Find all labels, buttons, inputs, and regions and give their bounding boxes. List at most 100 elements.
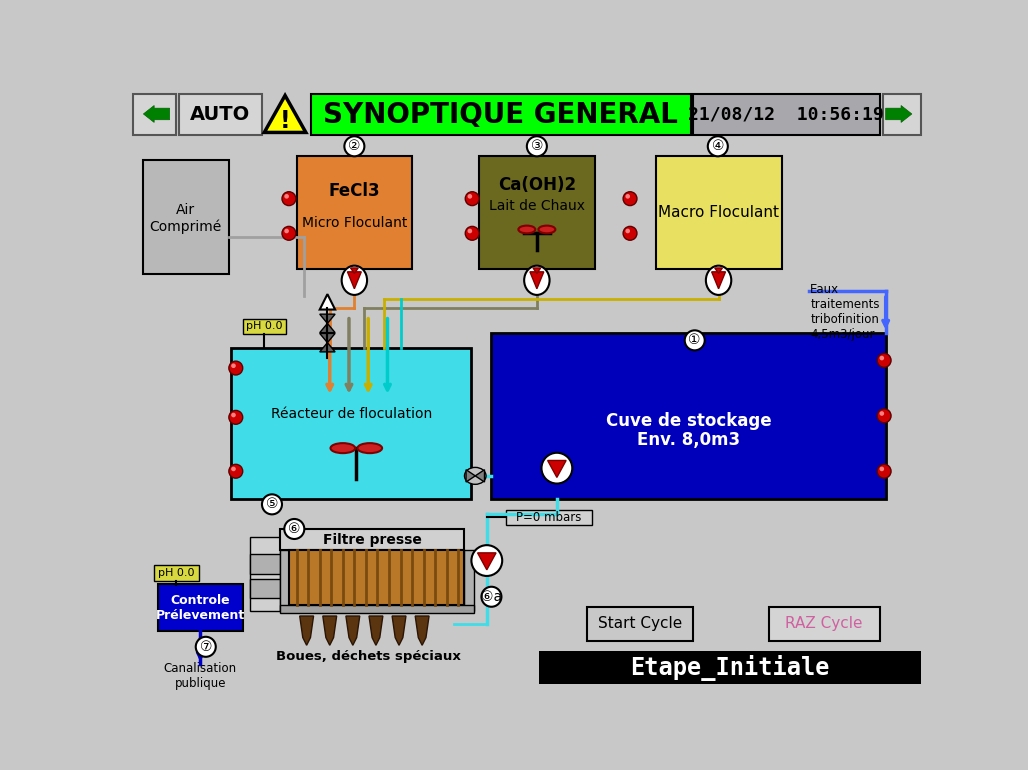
Circle shape: [282, 226, 296, 240]
Circle shape: [481, 587, 502, 607]
Bar: [587, 607, 693, 641]
Text: ②: ②: [348, 139, 361, 153]
Polygon shape: [320, 343, 335, 352]
Polygon shape: [392, 616, 406, 645]
Bar: [506, 510, 592, 525]
Bar: [656, 156, 781, 270]
Bar: [251, 579, 280, 598]
Circle shape: [229, 410, 243, 424]
Polygon shape: [345, 616, 360, 645]
Text: Canalisation
publique: Canalisation publique: [163, 662, 236, 690]
Circle shape: [282, 192, 296, 206]
Bar: [133, 94, 177, 135]
Circle shape: [285, 229, 289, 233]
Polygon shape: [347, 272, 361, 289]
Polygon shape: [320, 323, 335, 333]
Text: SYNOPTIQUE GENERAL: SYNOPTIQUE GENERAL: [323, 101, 678, 129]
Text: P=0 mbars: P=0 mbars: [516, 511, 582, 524]
FancyArrow shape: [143, 105, 170, 122]
Circle shape: [285, 519, 304, 539]
Text: RAZ Cycle: RAZ Cycle: [785, 616, 862, 631]
Bar: [769, 607, 880, 641]
Text: Ca(OH)2: Ca(OH)2: [498, 176, 576, 194]
Polygon shape: [711, 272, 726, 289]
Bar: [883, 94, 921, 135]
Bar: [280, 550, 289, 611]
Polygon shape: [415, 616, 429, 645]
Text: pH 0.0: pH 0.0: [158, 568, 194, 578]
Polygon shape: [466, 470, 475, 482]
Polygon shape: [351, 268, 358, 273]
Bar: [251, 537, 280, 611]
Ellipse shape: [524, 266, 550, 295]
Bar: [231, 348, 472, 499]
Ellipse shape: [358, 443, 382, 453]
Circle shape: [229, 361, 243, 375]
Circle shape: [880, 356, 884, 360]
Polygon shape: [548, 460, 566, 477]
Circle shape: [195, 637, 216, 657]
Bar: [280, 529, 465, 550]
Text: AUTO: AUTO: [190, 105, 251, 124]
Text: Air
Comprimé: Air Comprimé: [150, 203, 222, 234]
Circle shape: [468, 229, 472, 233]
Polygon shape: [714, 268, 723, 273]
Text: pH 0.0: pH 0.0: [246, 322, 283, 331]
Circle shape: [468, 194, 472, 199]
Text: Macro Floculant: Macro Floculant: [658, 205, 779, 220]
Circle shape: [708, 136, 728, 156]
Polygon shape: [475, 470, 484, 482]
Circle shape: [880, 411, 884, 416]
Ellipse shape: [706, 266, 731, 295]
Circle shape: [527, 136, 547, 156]
Bar: [280, 605, 474, 613]
Text: ⑤: ⑤: [265, 497, 279, 511]
Circle shape: [625, 229, 630, 233]
Polygon shape: [529, 272, 544, 289]
Text: 21/08/12  10:56:19: 21/08/12 10:56:19: [689, 105, 884, 124]
Ellipse shape: [518, 226, 536, 233]
Bar: [243, 319, 286, 334]
Bar: [479, 156, 594, 270]
Circle shape: [344, 136, 364, 156]
Ellipse shape: [341, 266, 367, 295]
Ellipse shape: [330, 443, 355, 453]
Ellipse shape: [539, 226, 555, 233]
Text: Lait de Chaux: Lait de Chaux: [489, 199, 585, 213]
Text: !: !: [280, 109, 290, 133]
Circle shape: [877, 353, 891, 367]
Text: FeCl3: FeCl3: [329, 182, 380, 200]
Polygon shape: [369, 616, 382, 645]
Ellipse shape: [465, 467, 486, 484]
Circle shape: [880, 467, 884, 471]
Circle shape: [231, 363, 235, 368]
Polygon shape: [533, 268, 541, 273]
Circle shape: [231, 467, 235, 471]
Text: Réacteur de floculation: Réacteur de floculation: [270, 407, 432, 421]
Circle shape: [542, 453, 573, 484]
Text: Micro Floculant: Micro Floculant: [301, 216, 407, 230]
Bar: [465, 550, 474, 611]
FancyArrow shape: [886, 105, 912, 122]
Polygon shape: [320, 333, 335, 343]
Text: Start Cycle: Start Cycle: [598, 616, 683, 631]
Bar: [154, 565, 198, 581]
Bar: [693, 94, 880, 135]
Circle shape: [466, 192, 479, 206]
Text: ⑦: ⑦: [199, 640, 212, 654]
Circle shape: [466, 226, 479, 240]
Circle shape: [685, 330, 705, 350]
Polygon shape: [264, 95, 306, 132]
Polygon shape: [478, 553, 497, 570]
Circle shape: [231, 413, 235, 417]
Text: ④: ④: [711, 139, 724, 153]
Circle shape: [623, 192, 637, 206]
Circle shape: [623, 226, 637, 240]
Bar: [297, 156, 412, 270]
Polygon shape: [320, 314, 335, 323]
Bar: [491, 333, 886, 499]
Bar: [289, 550, 465, 605]
Circle shape: [472, 545, 503, 576]
Circle shape: [285, 194, 289, 199]
Circle shape: [877, 409, 891, 423]
